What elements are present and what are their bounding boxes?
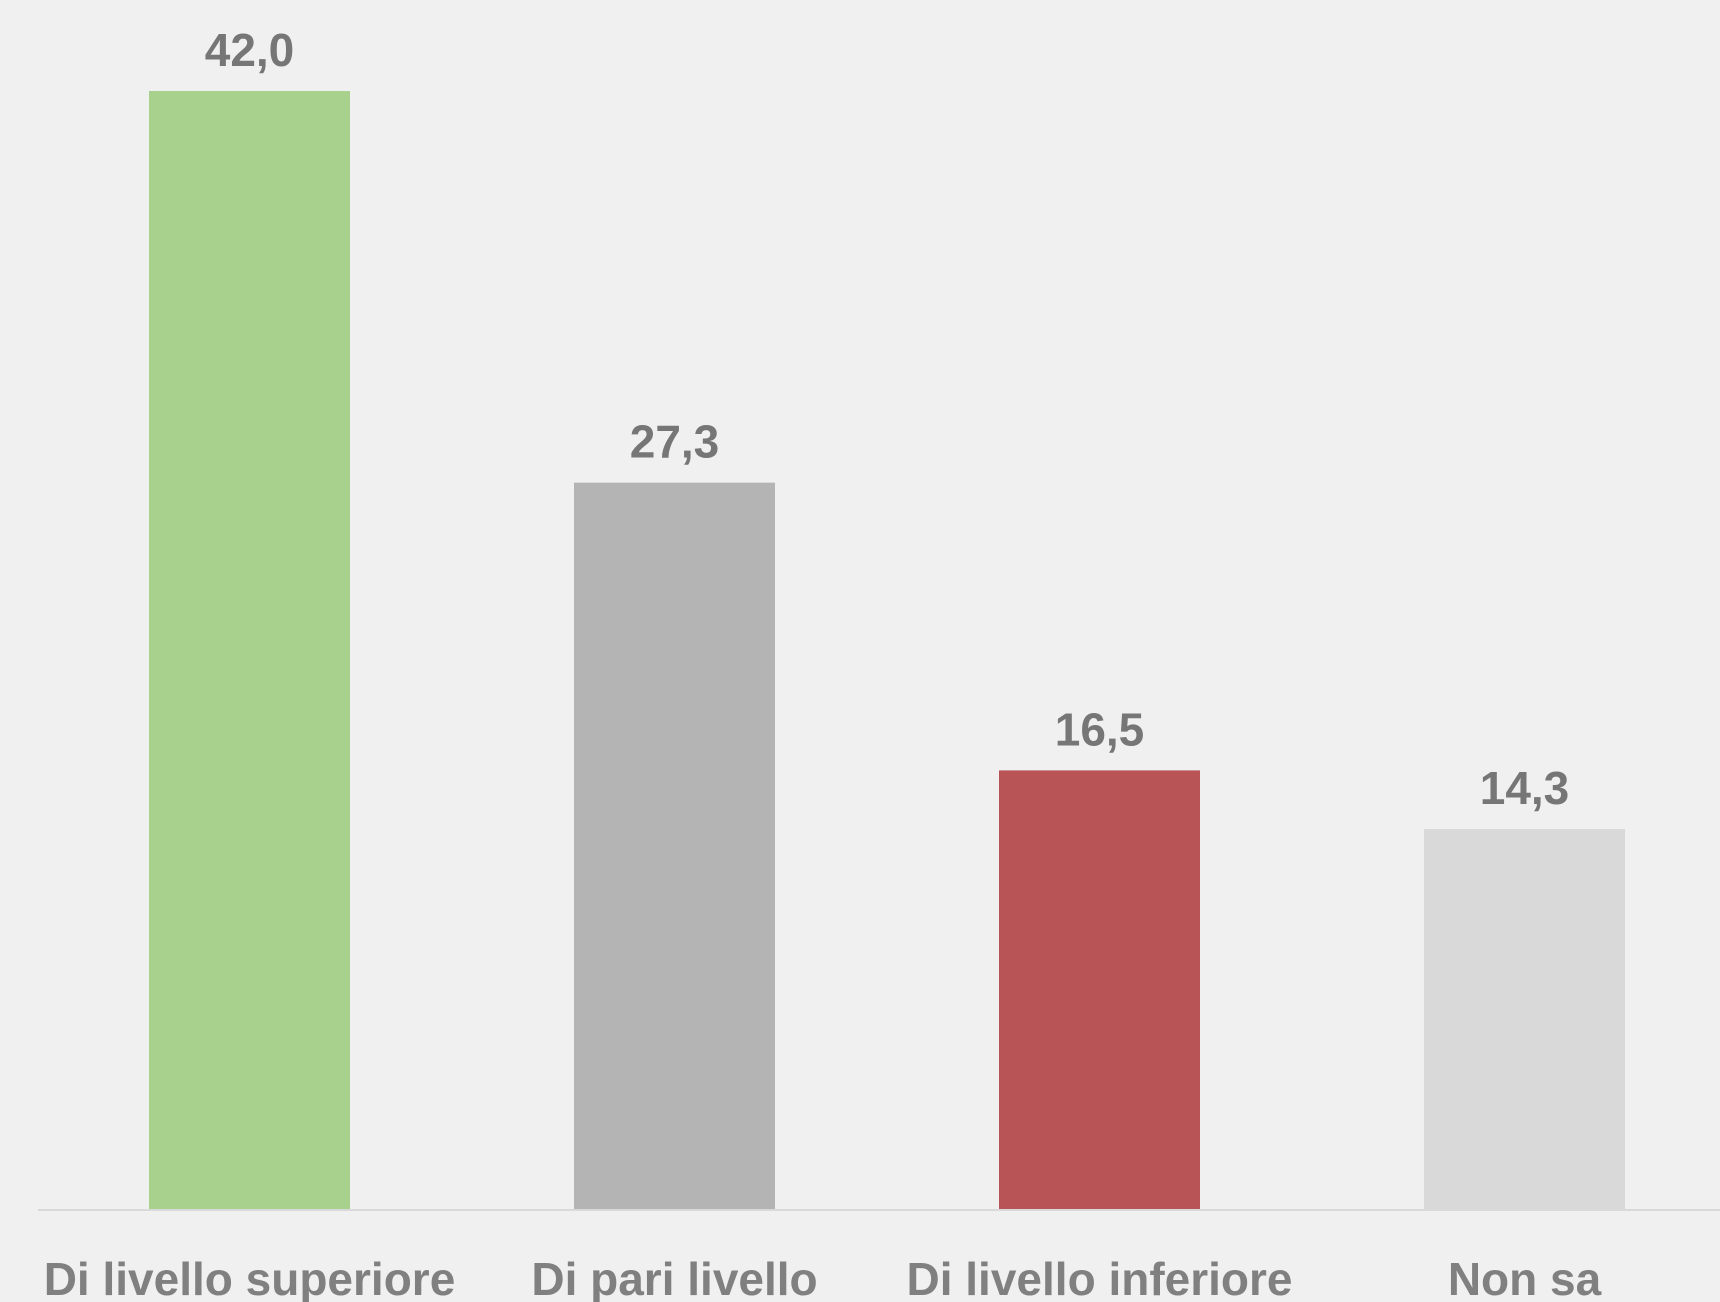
category-label-4: Non sa [1448, 1253, 1602, 1302]
value-label-4: 14,3 [1480, 762, 1570, 814]
value-label-2: 27,3 [630, 416, 720, 468]
category-label-2: Di pari livello [531, 1253, 817, 1302]
bar-1 [149, 91, 350, 1210]
value-label-3: 16,5 [1055, 703, 1145, 755]
bar-2 [574, 482, 775, 1210]
bar-3 [999, 770, 1200, 1210]
category-labels-group: Di livello superiore Di pari livello Di li… [44, 1253, 1602, 1302]
value-label-1: 42,0 [205, 24, 295, 76]
bars-group [149, 91, 1625, 1210]
category-label-3: Di livello inferiore [907, 1253, 1293, 1302]
bar-4 [1424, 829, 1625, 1210]
value-labels-group: 42,0 27,3 16,5 14,3 [205, 24, 1570, 814]
category-label-1: Di livello superiore [44, 1253, 456, 1302]
